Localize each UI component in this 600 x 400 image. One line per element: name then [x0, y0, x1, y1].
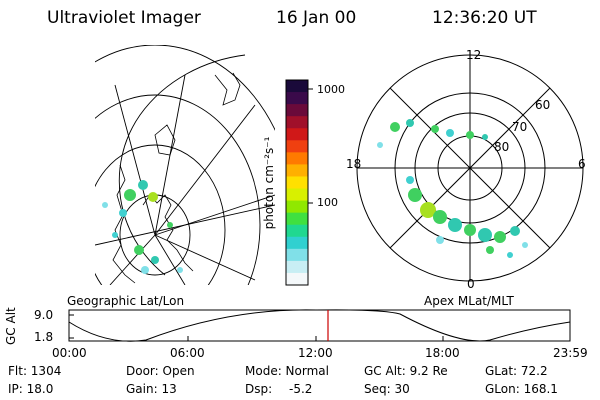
timeline-y-tick-9: 9.0 [34, 308, 54, 322]
meridian-line [154, 234, 256, 281]
color-scale-bar: photon cm⁻²s⁻¹ [262, 79, 313, 286]
timeline-x-tick-0600: 06:00 [170, 346, 205, 360]
colorbar-stripe [286, 80, 308, 93]
colorbar-stripe [286, 224, 308, 238]
colorbar-stripe [286, 272, 308, 286]
aurora-emission-right [377, 119, 528, 258]
altitude-timeline [68, 309, 571, 342]
colorbar-stripe [286, 248, 308, 262]
colorbar-tick-100: 100 [317, 196, 338, 209]
colorbar-unit: photon cm⁻²s⁻¹ [262, 136, 276, 229]
info-gain: Gain: 13 [126, 382, 177, 396]
info-ip: IP: 18.0 [8, 382, 54, 396]
colorbar-stripe [286, 128, 308, 141]
timeline-x-tick-0000: 00:00 [52, 346, 87, 360]
colorbar-tick-1000: 1000 [317, 83, 345, 96]
observation-date: 16 Jan 00 [276, 8, 357, 28]
polar-plot-panel [356, 54, 584, 282]
mlt-label-18: 18 [346, 157, 362, 171]
colorbar-stripe [286, 260, 308, 274]
aurora-emission-left [102, 180, 183, 274]
instrument-title: Ultraviolet Imager [47, 8, 201, 28]
colorbar-stripe [286, 176, 308, 190]
info-gc-alt: GC Alt: 9.2 Re [364, 364, 448, 378]
colorbar-stripe [286, 212, 308, 226]
mlt-label-12: 12 [466, 48, 482, 62]
info-seq: Seq: 30 [364, 382, 410, 396]
mlt-diagonal [389, 87, 551, 249]
colorbar-stripe [286, 104, 308, 117]
info-glon: GLon: 168.1 [485, 382, 558, 396]
lat-label-70: 70 [512, 120, 528, 134]
altitude-curve [68, 309, 571, 342]
colorbar-stripe [286, 116, 308, 129]
info-door: Door: Open [126, 364, 195, 378]
colorbar-stripe [286, 200, 308, 214]
latitude-circle [95, 94, 261, 285]
timeline-x-tick-1200: 12:00 [298, 346, 333, 360]
earth-limb [118, 54, 246, 276]
right-panel-caption: Apex MLat/MLT [424, 294, 514, 308]
coastline [154, 124, 176, 156]
meridian-line [95, 204, 275, 246]
geographic-map-panel [95, 45, 275, 285]
observation-time: 12:36:20 UT [432, 8, 537, 28]
mlt-label-0: 0 [467, 277, 475, 291]
info-glat: GLat: 72.2 [485, 364, 548, 378]
timeline-x-tick-2359: 23:59 [553, 346, 588, 360]
lat-label-80: 80 [494, 140, 510, 154]
info-dsp-label: Dsp: [245, 382, 273, 396]
left-panel-caption: Geographic Lat/Lon [67, 294, 185, 308]
colorbar-stripe [286, 236, 308, 250]
colorbar-frame [285, 79, 309, 286]
coastline [112, 164, 136, 284]
info-mode: Mode: Normal [245, 364, 329, 378]
meridian-line [154, 234, 186, 285]
meridian-line [114, 84, 156, 236]
colorbar-stripe [286, 140, 308, 153]
timeline-y-tick-1-8: 1.8 [34, 330, 54, 344]
lat-label-60: 60 [535, 98, 551, 112]
meridian-line [154, 104, 256, 236]
colorbar-stripe [286, 164, 308, 177]
timeline-y-title: GC Alt [4, 307, 18, 345]
meridian-line [154, 194, 275, 236]
timeline-frame [68, 309, 571, 342]
colorbar-stripe [286, 152, 308, 165]
mlt-label-6: 6 [578, 157, 586, 171]
meridian-line [109, 234, 156, 285]
info-dsp-value: -5.2 [289, 382, 313, 396]
timeline-x-tick-1800: 18:00 [425, 346, 460, 360]
colorbar-stripe [286, 92, 308, 105]
latitude-circle [95, 144, 226, 285]
colorbar-stripe [286, 188, 308, 202]
coastline [214, 72, 241, 106]
info-flight: Flt: 1304 [8, 364, 62, 378]
